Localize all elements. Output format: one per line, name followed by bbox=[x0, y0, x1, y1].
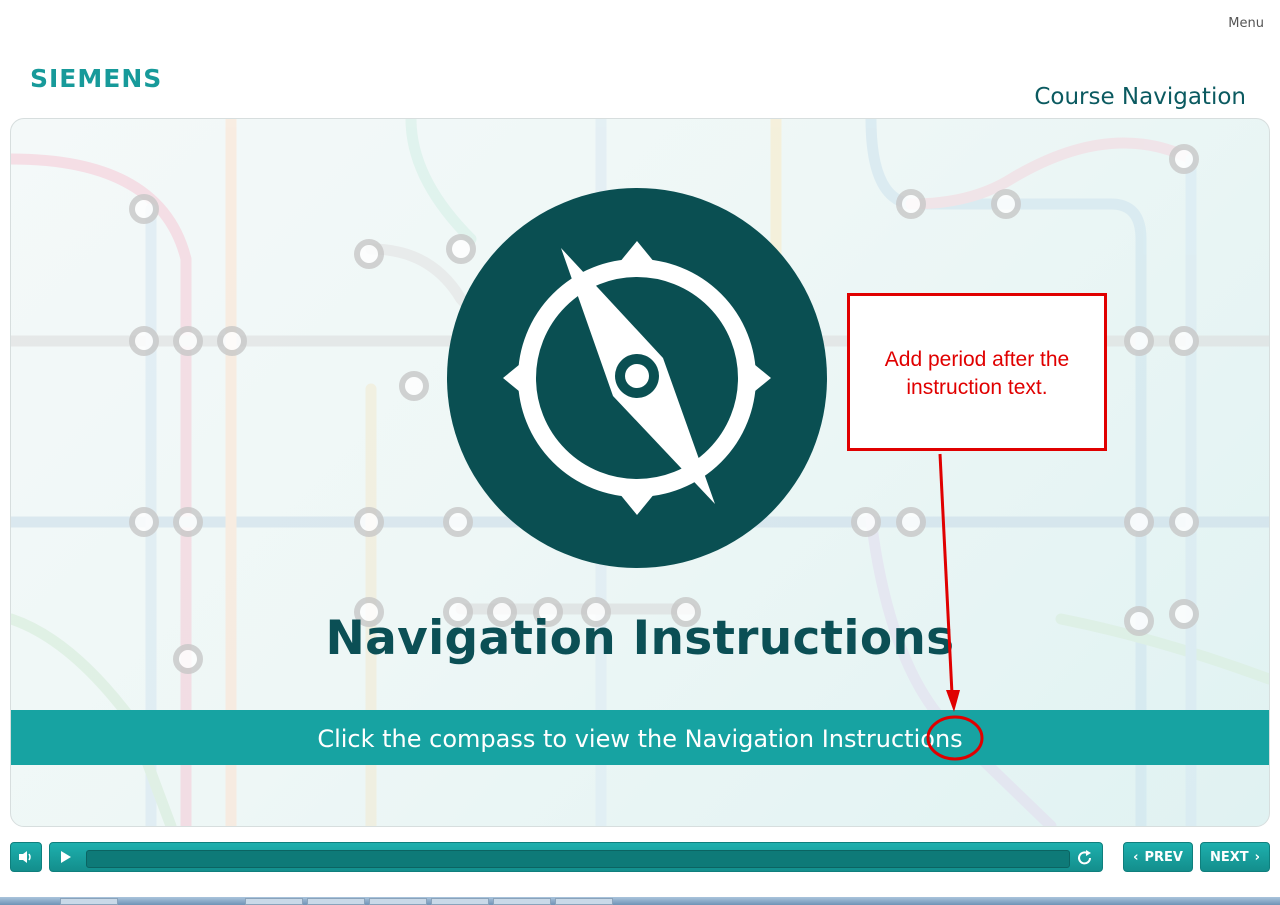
taskbar-item[interactable] bbox=[493, 898, 551, 905]
course-title: Course Navigation bbox=[1034, 84, 1246, 110]
play-icon[interactable] bbox=[60, 850, 72, 864]
review-callout-text: Add period after the instruction text. bbox=[884, 348, 1070, 399]
replay-icon[interactable] bbox=[1076, 849, 1094, 867]
taskbar-item[interactable] bbox=[369, 898, 427, 905]
instruction-band: Click the compass to view the Navigation… bbox=[11, 710, 1269, 765]
seekbar-container bbox=[49, 842, 1103, 872]
compass-icon[interactable] bbox=[445, 186, 829, 570]
player-controls: ‹ PREV NEXT › bbox=[0, 838, 1280, 878]
next-button[interactable]: NEXT › bbox=[1200, 842, 1270, 872]
instruction-text: Click the compass to view the Navigation… bbox=[317, 725, 963, 753]
next-label: NEXT bbox=[1209, 849, 1249, 865]
taskbar-item[interactable] bbox=[307, 898, 365, 905]
siemens-logo: SIEMENS bbox=[30, 64, 163, 93]
speaker-icon bbox=[19, 851, 31, 863]
prev-button[interactable]: ‹ PREV bbox=[1123, 842, 1193, 872]
slide-stage: Navigation Instructions Click the compas… bbox=[10, 118, 1270, 827]
slide-title: Navigation Instructions bbox=[325, 611, 955, 666]
os-taskbar bbox=[0, 897, 1280, 905]
volume-button[interactable] bbox=[10, 842, 42, 872]
taskbar-item[interactable] bbox=[555, 898, 613, 905]
progress-track[interactable] bbox=[86, 850, 1070, 868]
taskbar-item[interactable] bbox=[245, 898, 303, 905]
taskbar-item[interactable] bbox=[431, 898, 489, 905]
prev-label: PREV bbox=[1144, 849, 1183, 865]
review-callout-box: Add period after the instruction text. bbox=[847, 293, 1107, 451]
menu-link[interactable]: Menu bbox=[1228, 16, 1264, 31]
taskbar-item[interactable] bbox=[60, 898, 118, 905]
chevron-left-icon: ‹ bbox=[1133, 849, 1139, 865]
chevron-right-icon: › bbox=[1254, 849, 1260, 865]
